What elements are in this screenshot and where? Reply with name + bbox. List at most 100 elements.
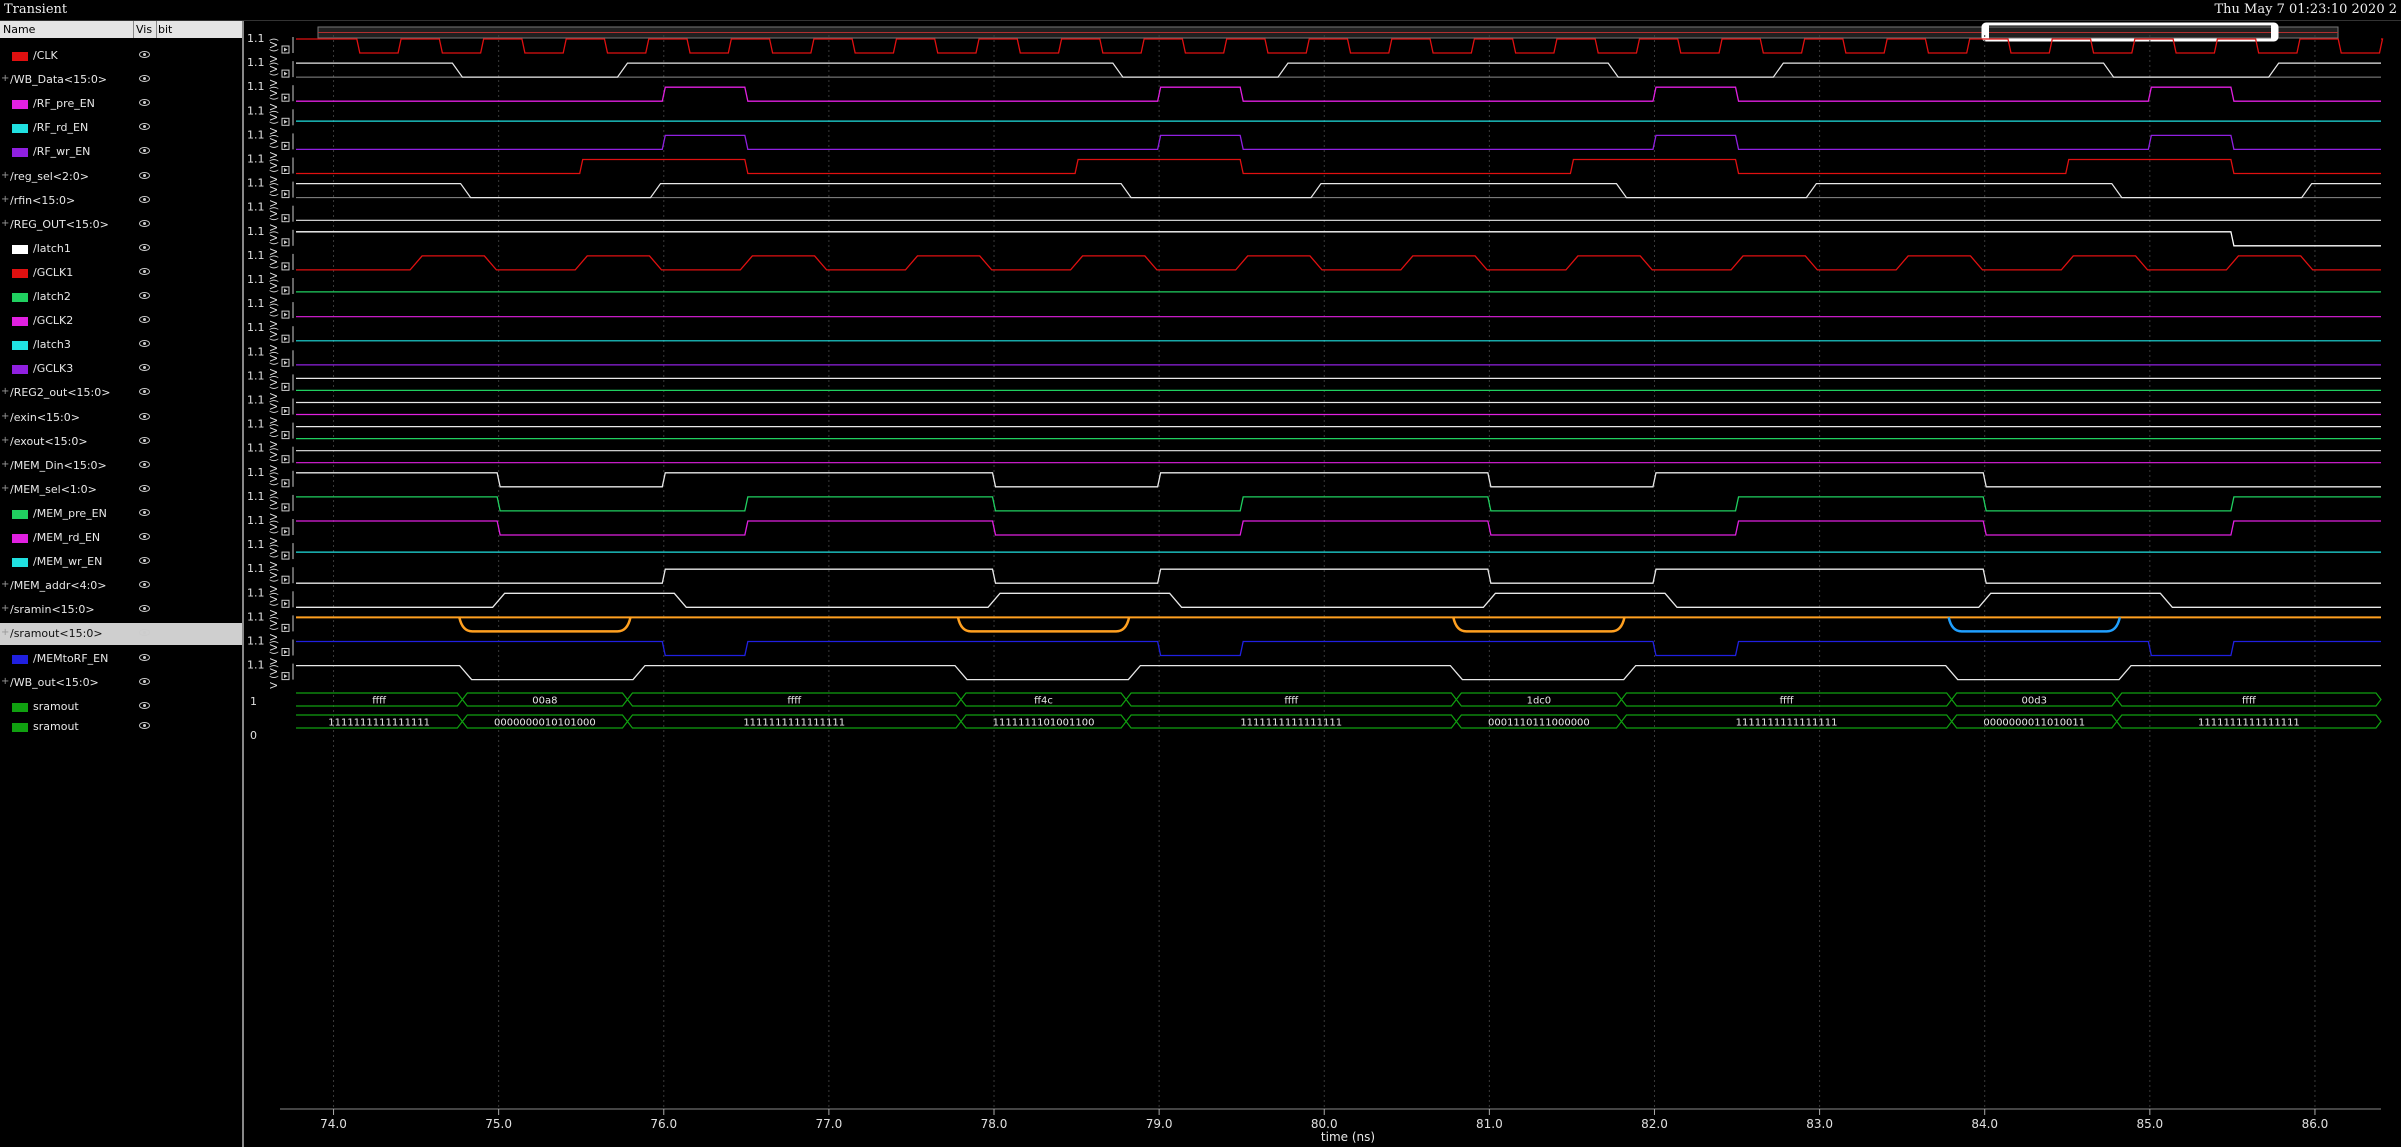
signal-color-swatch[interactable]: [12, 534, 28, 543]
signal-row[interactable]: sramout: [0, 696, 242, 718]
signal-row[interactable]: +/WB_out<15:0>: [0, 672, 242, 694]
visibility-eye-icon[interactable]: [139, 75, 150, 83]
visibility-eye-icon[interactable]: [139, 581, 150, 589]
signal-color-swatch[interactable]: [12, 124, 28, 134]
signal-row[interactable]: sramout: [0, 716, 242, 738]
signal-row[interactable]: /MEM_rd_EN: [0, 527, 242, 549]
signal-row[interactable]: +/REG_OUT<15:0>: [0, 214, 242, 236]
visibility-eye-icon[interactable]: [139, 677, 150, 685]
visibility-eye-icon[interactable]: [139, 508, 150, 516]
trace-expand-icon[interactable]: [281, 238, 290, 247]
expand-bus-icon[interactable]: +: [1, 675, 10, 687]
signal-row[interactable]: +/reg_sel<2:0>: [0, 166, 242, 188]
visibility-eye-icon[interactable]: [139, 702, 150, 709]
visibility-eye-icon[interactable]: [139, 364, 150, 372]
signal-color-swatch[interactable]: [12, 703, 28, 712]
trace-expand-icon[interactable]: [281, 117, 290, 126]
signal-color-swatch[interactable]: [12, 723, 28, 732]
signal-color-swatch[interactable]: [12, 654, 28, 664]
signal-color-swatch[interactable]: [12, 100, 28, 110]
visibility-eye-icon[interactable]: [139, 533, 150, 540]
visibility-eye-icon[interactable]: [139, 316, 150, 324]
signal-color-swatch[interactable]: [12, 293, 28, 302]
expand-bus-icon[interactable]: +: [1, 458, 10, 470]
visibility-eye-icon[interactable]: [139, 412, 150, 420]
visibility-eye-icon[interactable]: [139, 460, 150, 468]
signal-row[interactable]: /latch1: [0, 238, 242, 260]
trace-expand-icon[interactable]: [281, 286, 290, 295]
signal-row[interactable]: /latch3: [0, 334, 242, 356]
trace-expand-icon[interactable]: [281, 334, 290, 343]
signal-row[interactable]: +/sramin<15:0>: [0, 599, 242, 621]
trace-expand-icon[interactable]: [281, 190, 290, 199]
trace-expand-icon[interactable]: [281, 358, 290, 367]
visibility-eye-icon[interactable]: [139, 484, 150, 492]
expand-bus-icon[interactable]: +: [1, 169, 10, 181]
visibility-eye-icon[interactable]: [139, 171, 150, 179]
signal-row[interactable]: +/exout<15:0>: [0, 431, 242, 453]
visibility-eye-icon[interactable]: [139, 722, 150, 729]
signal-row[interactable]: /MEM_pre_EN: [0, 503, 242, 525]
signal-color-swatch[interactable]: [12, 52, 28, 61]
trace-expand-icon[interactable]: [281, 455, 290, 464]
time-scroller[interactable]: [317, 22, 2339, 42]
trace-expand-icon[interactable]: [281, 431, 290, 440]
signal-row[interactable]: +/MEM_addr<4:0>: [0, 575, 242, 597]
signal-row[interactable]: +/sramout<15:0>: [0, 623, 242, 646]
expand-bus-icon[interactable]: +: [1, 217, 10, 229]
waveform-viewer[interactable]: 1.1 V (V) 1.1 V (V) 1.1 V (V) 1.1 V (V) 1.1 V (V)…: [246, 21, 2401, 1147]
visibility-eye-icon[interactable]: [139, 147, 150, 155]
signal-color-swatch[interactable]: [12, 365, 28, 375]
visibility-eye-icon[interactable]: [139, 219, 150, 227]
signal-row[interactable]: /CLK: [0, 45, 242, 67]
trace-expand-icon[interactable]: [281, 575, 290, 584]
visibility-eye-icon[interactable]: [139, 340, 150, 348]
expand-bus-icon[interactable]: +: [1, 410, 10, 422]
scroller-right-handle[interactable]: [2271, 25, 2277, 39]
signal-color-swatch[interactable]: [12, 558, 28, 568]
signal-color-swatch[interactable]: [12, 317, 28, 327]
signal-row[interactable]: /MEMtoRF_EN: [0, 648, 242, 670]
scroller-left-handle[interactable]: [1983, 25, 1989, 39]
visibility-eye-icon[interactable]: [139, 653, 150, 661]
visibility-eye-icon[interactable]: [139, 243, 150, 251]
trace-expand-icon[interactable]: [281, 623, 290, 632]
visibility-eye-icon[interactable]: [139, 292, 150, 299]
expand-bus-icon[interactable]: +: [1, 579, 10, 591]
trace-expand-icon[interactable]: [281, 479, 290, 488]
trace-expand-icon[interactable]: [281, 407, 290, 415]
trace-expand-icon[interactable]: [281, 599, 290, 608]
trace-expand-icon[interactable]: [281, 503, 290, 512]
signal-row[interactable]: /MEM_wr_EN: [0, 551, 242, 573]
column-header-bit[interactable]: bit: [158, 23, 173, 36]
trace-expand-icon[interactable]: [281, 69, 290, 78]
trace-expand-icon[interactable]: [281, 166, 290, 174]
trace-expand-icon[interactable]: [281, 141, 290, 150]
expand-bus-icon[interactable]: +: [1, 73, 10, 85]
signal-row[interactable]: /GCLK2: [0, 310, 242, 332]
expand-bus-icon[interactable]: +: [1, 603, 10, 615]
trace-expand-icon[interactable]: [281, 672, 290, 681]
signal-row[interactable]: /RF_wr_EN: [0, 141, 242, 163]
signal-row[interactable]: +/MEM_Din<15:0>: [0, 455, 242, 477]
visibility-eye-icon[interactable]: [139, 99, 150, 107]
signal-row[interactable]: +/exin<15:0>: [0, 407, 242, 429]
signal-row[interactable]: +/WB_Data<15:0>: [0, 69, 242, 91]
visibility-eye-icon[interactable]: [139, 629, 150, 637]
signal-row[interactable]: +/REG2_out<15:0>: [0, 382, 242, 404]
trace-expand-icon[interactable]: [281, 527, 290, 536]
trace-expand-icon[interactable]: [281, 310, 290, 319]
visibility-eye-icon[interactable]: [139, 605, 150, 613]
signal-row[interactable]: /latch2: [0, 286, 242, 308]
trace-expand-icon[interactable]: [281, 214, 290, 223]
signal-color-swatch[interactable]: [12, 148, 28, 158]
visibility-eye-icon[interactable]: [139, 557, 150, 565]
signal-row[interactable]: /GCLK3: [0, 358, 242, 380]
signal-color-swatch[interactable]: [12, 244, 28, 254]
expand-bus-icon[interactable]: +: [1, 434, 10, 446]
expand-bus-icon[interactable]: +: [1, 482, 10, 494]
visibility-eye-icon[interactable]: [139, 436, 150, 444]
visibility-eye-icon[interactable]: [139, 195, 150, 203]
signal-row[interactable]: /RF_pre_EN: [0, 93, 242, 115]
trace-expand-icon[interactable]: [281, 45, 290, 54]
